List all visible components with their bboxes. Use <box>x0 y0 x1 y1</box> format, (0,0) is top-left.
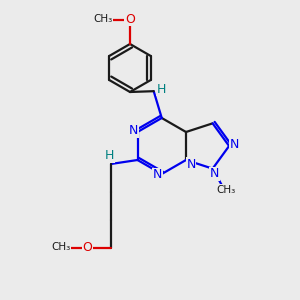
Text: N: N <box>210 167 219 180</box>
Text: N: N <box>186 158 196 170</box>
Text: H: H <box>104 149 114 162</box>
Text: O: O <box>125 13 135 26</box>
Text: O: O <box>82 242 92 254</box>
Text: N: N <box>129 124 138 137</box>
Text: N: N <box>153 169 162 182</box>
Text: CH₃: CH₃ <box>51 242 70 252</box>
Text: CH₃: CH₃ <box>216 185 236 195</box>
Text: N: N <box>230 139 239 152</box>
Text: H: H <box>157 83 166 96</box>
Text: CH₃: CH₃ <box>94 14 113 24</box>
